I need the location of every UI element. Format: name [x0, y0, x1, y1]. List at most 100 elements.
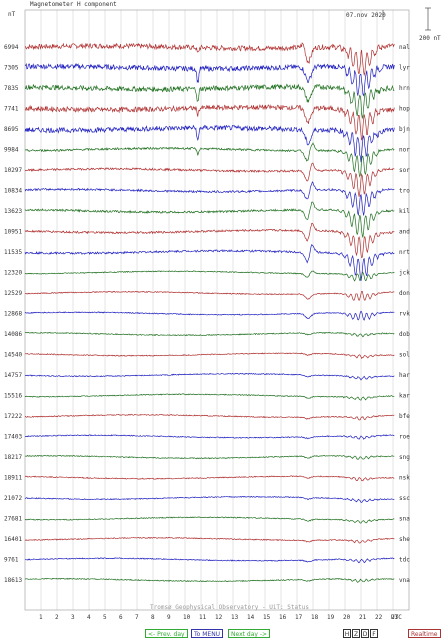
- baseline-label: 15516: [4, 393, 22, 400]
- date-label: 07.nov 2020: [346, 12, 386, 19]
- station-label: tro: [399, 188, 410, 195]
- chart-title: Magnetometer H component: [30, 1, 117, 8]
- component-d-button[interactable]: D: [361, 629, 369, 638]
- station-label: hop: [399, 106, 410, 113]
- footer-bar: <- Prev. day To MENU Next day -> H Z D F…: [0, 628, 444, 640]
- station-label: bfe: [399, 413, 410, 420]
- series-line-jck: [24, 270, 395, 282]
- baseline-label: 18217: [4, 454, 22, 461]
- station-label: and: [399, 229, 410, 236]
- x-tick-label: 7: [135, 614, 139, 621]
- baseline-label: 10834: [4, 188, 22, 195]
- prev-day-button[interactable]: <- Prev. day: [145, 629, 188, 638]
- scale-bar-label: 200 nT: [419, 35, 441, 42]
- baseline-label: 16401: [4, 536, 22, 543]
- station-label: don: [399, 290, 410, 297]
- station-label: ssc: [399, 495, 410, 502]
- x-tick-label: 13: [231, 614, 239, 621]
- x-tick-label: 15: [263, 614, 271, 621]
- station-label: she: [399, 536, 410, 543]
- x-tick-label: 18: [311, 614, 319, 621]
- series-line-kar: [24, 393, 395, 401]
- station-label: sng: [399, 454, 410, 461]
- station-label: nrt: [399, 249, 410, 256]
- series-line-don: [24, 290, 395, 301]
- station-label: sna: [399, 516, 410, 523]
- station-label: hrn: [399, 85, 410, 92]
- series-line-tro: [24, 181, 395, 217]
- series-line-dob: [24, 331, 395, 338]
- baseline-label: 14540: [4, 352, 22, 359]
- x-tick-label: 21: [359, 614, 367, 621]
- baseline-label: 14086: [4, 331, 22, 338]
- component-f-button[interactable]: F: [370, 629, 378, 638]
- y-axis-unit-label: nT: [8, 11, 16, 18]
- x-tick-label: 12: [215, 614, 223, 621]
- baseline-label: 17222: [4, 413, 22, 420]
- baseline-label: 10951: [4, 229, 22, 236]
- baseline-label: 8695: [4, 126, 19, 133]
- to-menu-button[interactable]: To MENU: [191, 629, 224, 638]
- series-line-ssc: [24, 495, 395, 503]
- plot-frame: [24, 9, 410, 611]
- baseline-label: 7305: [4, 65, 19, 72]
- series-line-hrn: [24, 83, 395, 120]
- station-label: dob: [399, 331, 410, 338]
- series-line-nsk: [24, 475, 395, 482]
- station-label: tdc: [399, 557, 410, 564]
- x-tick-label: 20: [343, 614, 351, 621]
- series-line-sng: [24, 454, 395, 460]
- series-group: 6994 nal 7305 lyr 7835 hrn 7741 hop 8695 bjn 9984 n…: [4, 42, 410, 584]
- baseline-label: 10297: [4, 167, 22, 174]
- station-label: lyr: [399, 65, 410, 72]
- station-label: kil: [399, 208, 410, 215]
- baseline-label: 18911: [4, 475, 22, 482]
- station-label: har: [399, 372, 410, 379]
- baseline-label: 21072: [4, 495, 22, 502]
- baseline-label: 17403: [4, 434, 22, 441]
- series-line-bfe: [24, 413, 395, 421]
- baseline-label: 13623: [4, 208, 22, 215]
- series-line-sor: [24, 162, 395, 197]
- x-tick-label: 2: [55, 614, 59, 621]
- series-line-sna: [24, 516, 395, 524]
- station-label: nsk: [399, 475, 410, 482]
- x-tick-label: 11: [199, 614, 207, 621]
- x-tick-label: 10: [183, 614, 191, 621]
- series-line-rvk: [24, 310, 395, 321]
- baseline-label: 9984: [4, 147, 19, 154]
- component-h-button[interactable]: H: [343, 629, 351, 638]
- series-line-and: [24, 223, 395, 259]
- station-label: sol: [399, 352, 410, 359]
- series-line-har: [24, 372, 395, 381]
- station-label: kar: [399, 393, 410, 400]
- baseline-label: 11535: [4, 249, 22, 256]
- baseline-label: 7835: [4, 85, 19, 92]
- series-line-nal: [24, 42, 395, 77]
- next-day-button[interactable]: Next day ->: [228, 629, 271, 638]
- station-label: vna: [399, 577, 410, 584]
- baseline-label: 14757: [4, 372, 22, 379]
- baseline-label: 12529: [4, 290, 22, 297]
- x-tick-label: 8: [151, 614, 155, 621]
- series-line-tdc: [24, 557, 395, 564]
- realtime-button[interactable]: Realtime: [408, 629, 441, 638]
- station-label: jck: [399, 270, 410, 277]
- x-tick-label: 4: [87, 614, 91, 621]
- series-line-lyr: [24, 62, 395, 97]
- baseline-label: 12868: [4, 311, 22, 318]
- baseline-label: 27681: [4, 516, 22, 523]
- station-label: rvk: [399, 311, 410, 318]
- x-tick-label: 3: [71, 614, 75, 621]
- credit-text: Tromsø Geophysical Observatory - UiT: St…: [150, 604, 309, 611]
- series-line-sol: [24, 352, 395, 360]
- station-label: roe: [399, 434, 410, 441]
- x-tick-label: 17: [295, 614, 303, 621]
- x-tick-label: 14: [247, 614, 255, 621]
- baseline-label: 9761: [4, 557, 19, 564]
- series-line-nrt: [24, 244, 395, 281]
- component-z-button[interactable]: Z: [352, 629, 360, 638]
- series-line-vna: [24, 577, 395, 584]
- series-line-hop: [24, 103, 395, 141]
